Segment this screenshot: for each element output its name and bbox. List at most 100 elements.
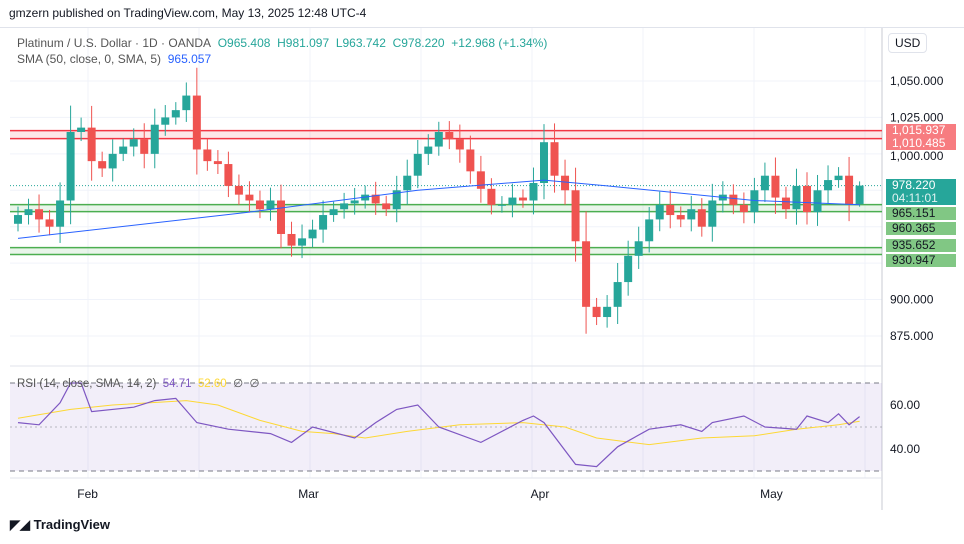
rsi-sma-line (17, 400, 860, 446)
close-value: C978.220 (392, 36, 445, 50)
candle-body (119, 146, 128, 154)
rsi-line (17, 382, 860, 468)
candle-body (182, 95, 191, 111)
candle-body (729, 194, 738, 205)
candle-body (24, 209, 33, 216)
candle-body (434, 131, 443, 147)
rsi-value: 54.71 (162, 378, 192, 390)
tradingview-logo[interactable]: ◤◢ TradingView (10, 517, 110, 533)
candle-body (298, 238, 307, 246)
chart-legend: Platinum / U.S. Dollar · 1D · OANDA O965… (17, 35, 547, 67)
rsi-tick-label: 60.00 (890, 398, 920, 412)
candle-body (382, 203, 391, 210)
chart-frame[interactable] (0, 27, 964, 511)
candle-body (87, 127, 96, 162)
candle-body (561, 175, 570, 191)
candle-body (487, 188, 496, 205)
candle-body (308, 229, 317, 239)
candle-body (129, 139, 138, 147)
candle-body (529, 182, 538, 201)
sma-value: 965.057 (167, 52, 212, 66)
candle-body (750, 190, 759, 213)
candle-body (108, 153, 117, 169)
candle-body (234, 185, 243, 195)
candle-body (760, 175, 769, 191)
candle-body (497, 204, 506, 206)
candle-body (697, 209, 706, 227)
candle-body (424, 146, 433, 154)
candle-body (224, 164, 233, 186)
level-label: 935.652 (886, 239, 956, 252)
candle-body (676, 215, 685, 220)
level-label: 1,015.937 (886, 124, 956, 137)
candle-body (571, 190, 580, 242)
candle-body (781, 197, 790, 210)
open-value: O965.408 (217, 36, 271, 50)
candle-body (455, 139, 464, 150)
candle-body (845, 175, 854, 205)
symbol-name[interactable]: Platinum / U.S. Dollar · 1D · OANDA (17, 36, 212, 50)
currency-button[interactable]: USD (888, 33, 928, 53)
candle-body (550, 142, 559, 176)
candle-body (171, 110, 180, 118)
level-label: 930.947 (886, 254, 956, 267)
candle-body (624, 255, 633, 283)
candle-body (540, 142, 548, 183)
candle-body (803, 185, 811, 213)
candle-body (371, 194, 380, 204)
candle-body (161, 117, 170, 125)
last-price-label: 978.220 (886, 179, 956, 192)
candle-body (792, 185, 801, 210)
candle-body (613, 282, 622, 307)
candle-body (140, 139, 149, 154)
candle-body (56, 200, 65, 227)
candle-body (855, 185, 864, 205)
change-value: +12.968 (+1.34%) (451, 36, 548, 50)
candle-body (66, 131, 75, 201)
countdown-label: 04:11:01 (886, 192, 956, 205)
candle-body (445, 131, 454, 140)
candle-body (582, 241, 591, 307)
candle-body (824, 180, 833, 191)
candle-body (634, 241, 643, 256)
candle-body (245, 194, 254, 201)
time-tick-label: Feb (77, 487, 98, 501)
sma-label[interactable]: SMA (50, close, 0, SMA, 5) (17, 52, 162, 66)
candle-body (771, 175, 780, 198)
price-tick-label: 875.000 (890, 329, 934, 343)
time-tick-label: Apr (531, 487, 550, 501)
candle-body (77, 127, 86, 132)
price-tick-label: 1,050.000 (890, 74, 944, 88)
candle-body (687, 209, 696, 220)
rsi-extra-1: ∅ (233, 378, 244, 390)
candle-body (666, 204, 675, 216)
sma-line (17, 179, 860, 239)
tradingview-logo-icon: ◤◢ (10, 517, 34, 532)
candle-body (476, 171, 485, 189)
candle-body (392, 190, 401, 210)
published-caption: gmzern published on TradingView.com, May… (9, 6, 367, 20)
candle-body (592, 306, 601, 318)
rsi-label[interactable]: RSI (14, close, SMA, 14, 2) (17, 378, 157, 390)
rsi-sma-value: 52.60 (197, 378, 227, 390)
candle-body (35, 209, 44, 220)
candle-body (508, 197, 517, 205)
candle-body (708, 200, 717, 227)
candle-body (203, 149, 212, 162)
support-zone-2 (10, 247, 882, 255)
rsi-extra-2: ∅ (249, 378, 260, 390)
candle-body (518, 197, 527, 201)
candle-body (350, 200, 359, 204)
candle-body (98, 161, 107, 169)
level-label: 965.151 (886, 207, 956, 220)
candle-body (150, 124, 159, 154)
level-label: 1,010.485 (886, 137, 956, 150)
candle-body (739, 204, 748, 213)
candle-body (213, 161, 222, 165)
candle-body (813, 190, 822, 213)
candle-body (192, 95, 201, 150)
low-value: L963.742 (335, 36, 386, 50)
high-value: H981.097 (277, 36, 330, 50)
candle-body (329, 209, 338, 216)
